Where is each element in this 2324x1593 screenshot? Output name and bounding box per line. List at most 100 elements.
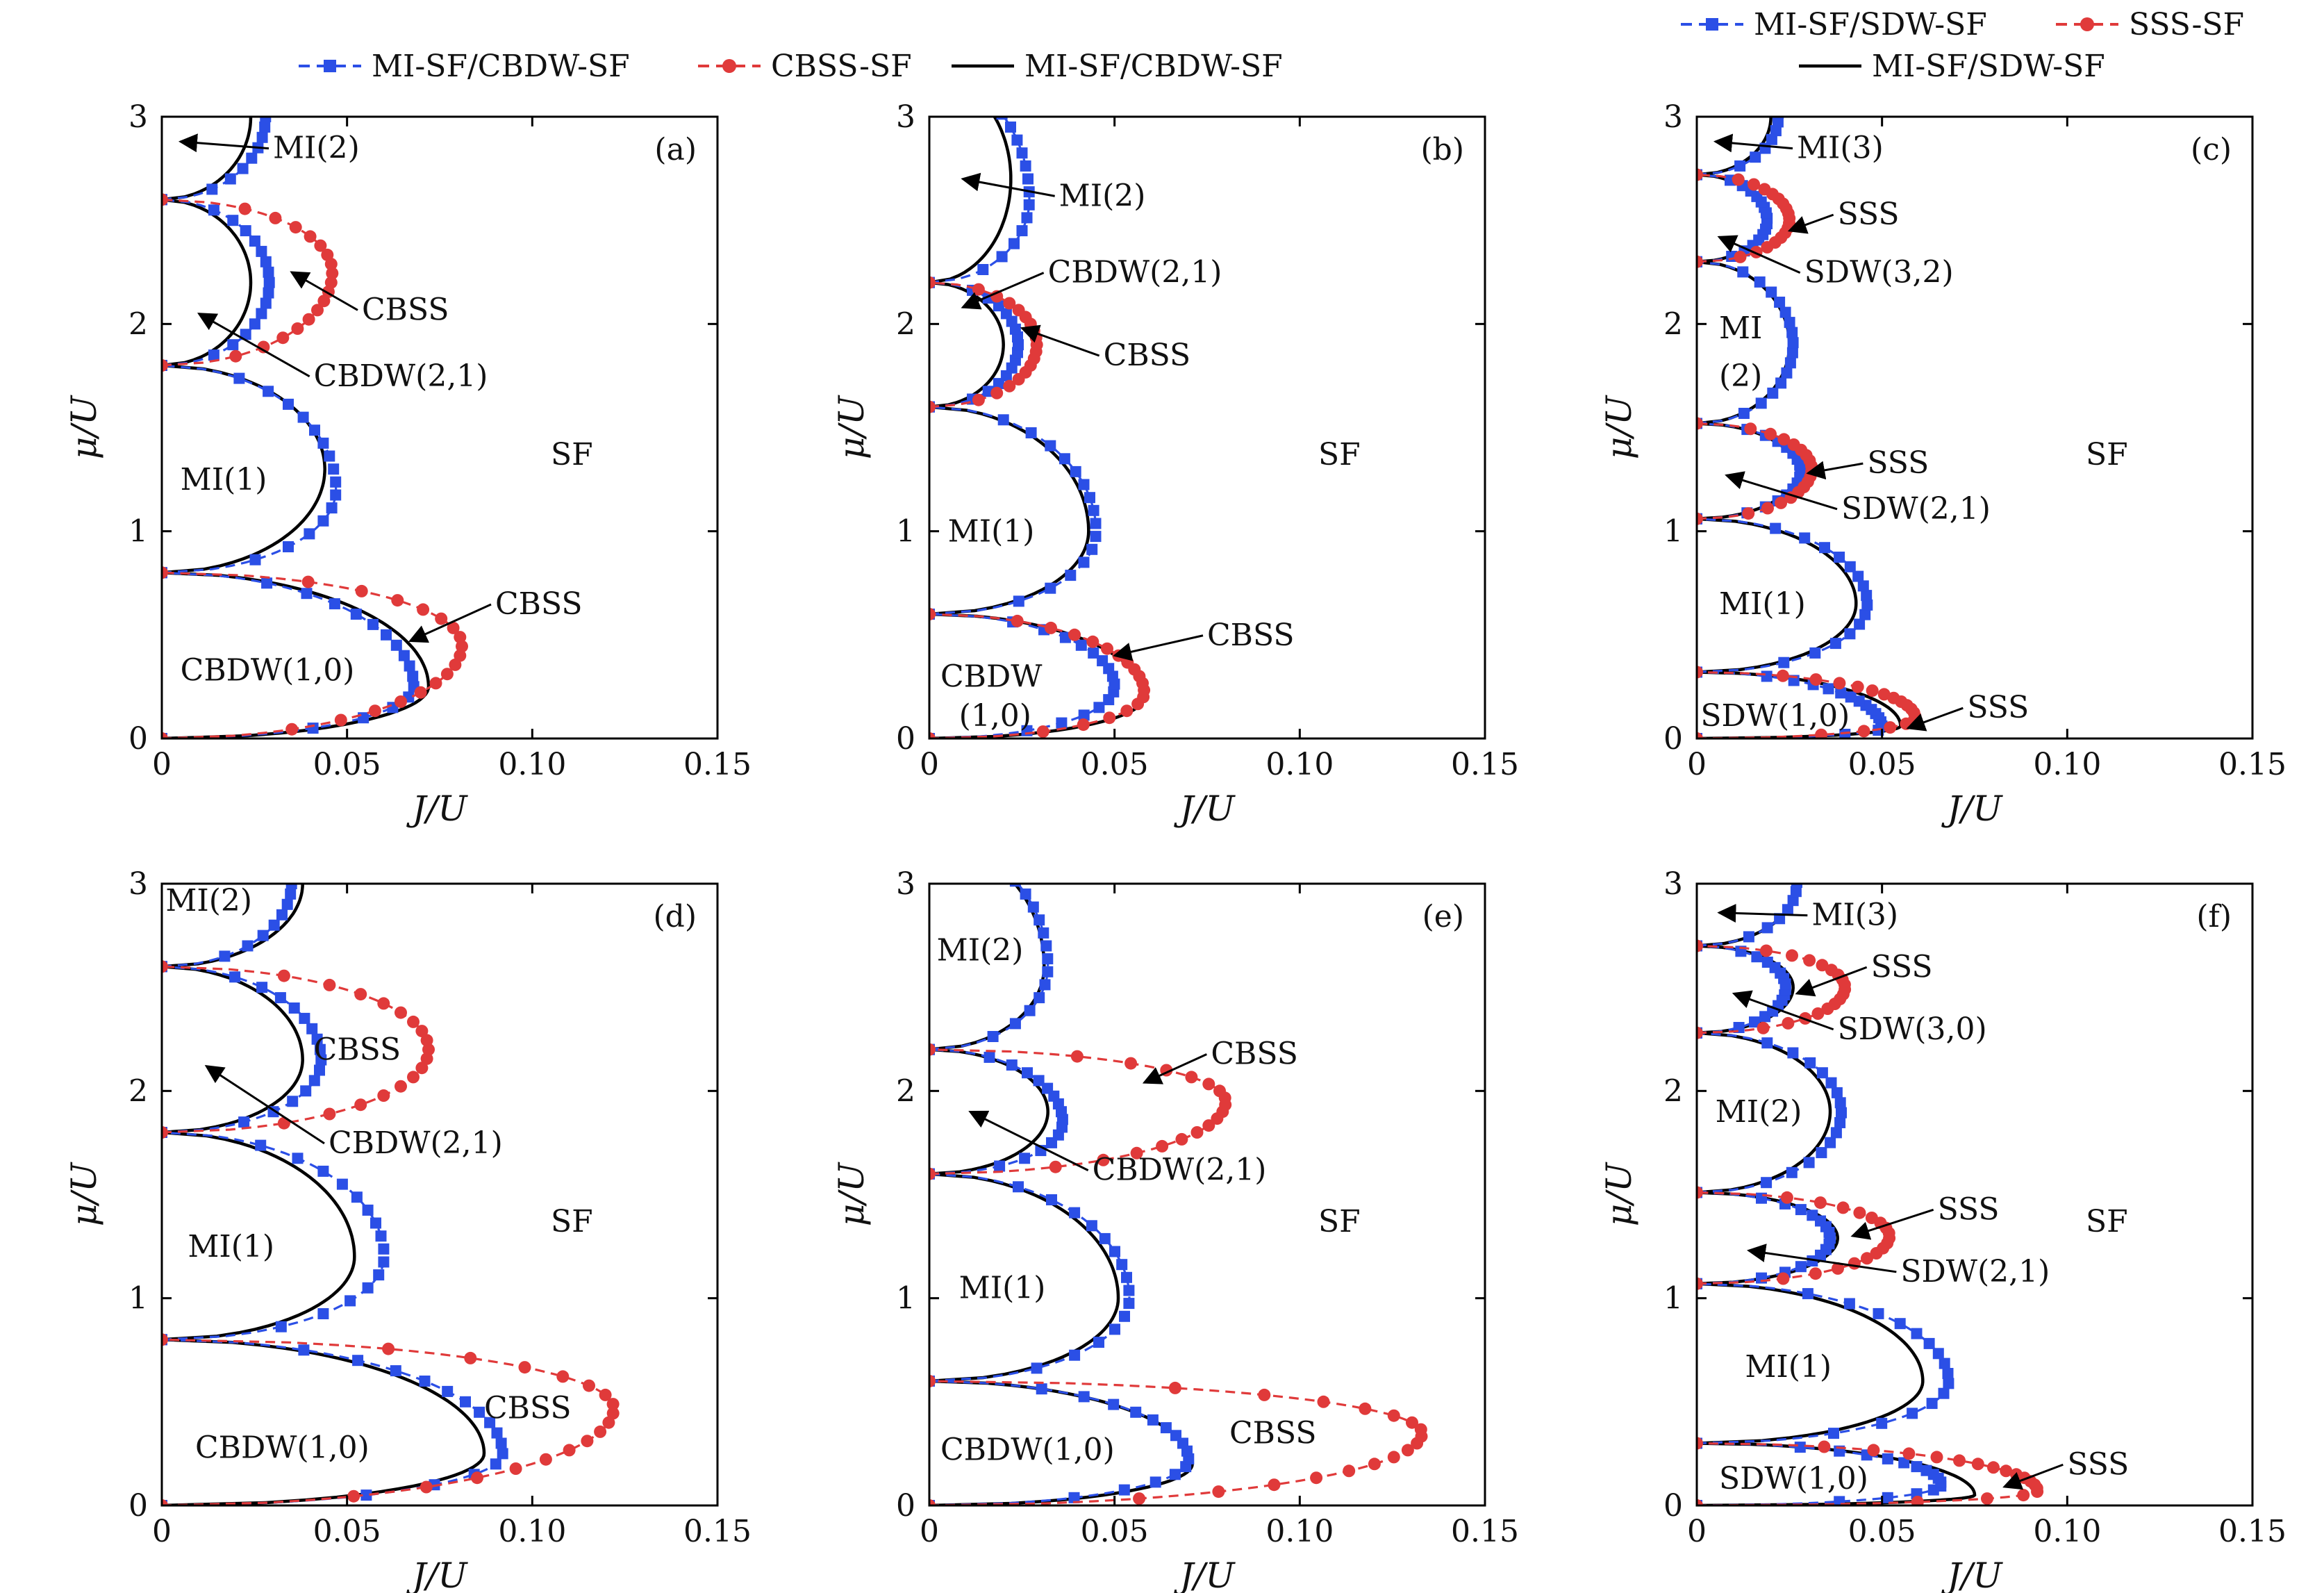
region-label: SF [1318, 1204, 1361, 1239]
data-point-square [1894, 1318, 1906, 1330]
data-point-square [1775, 377, 1787, 389]
data-point-circle [1103, 711, 1116, 725]
data-point-square [260, 256, 272, 267]
data-point-square [1803, 1157, 1815, 1169]
data-point-square [1761, 922, 1773, 934]
data-point-square [1939, 1357, 1950, 1369]
data-point-circle [1887, 691, 1900, 704]
data-point-square [317, 1165, 329, 1177]
data-point-square [1791, 884, 1802, 889]
data-point-circle [415, 1062, 429, 1075]
data-point-square [1770, 90, 1781, 101]
data-point-square [208, 204, 219, 216]
legend-left-label-1: MI-SF/CBDW-SF [372, 49, 630, 84]
data-point-square [1774, 297, 1786, 308]
data-point-circle [323, 1107, 336, 1121]
y-tick-label: 0 [128, 721, 148, 757]
data-point-square [407, 670, 419, 682]
data-point-circle [1853, 1206, 1866, 1219]
data-point-square [240, 225, 251, 237]
series-line-blue [1697, 518, 1868, 674]
y-tick-label: 0 [1663, 1488, 1683, 1524]
plot-frame [928, 115, 1486, 740]
data-point-square [1834, 1097, 1846, 1109]
data-point-square [1750, 151, 1761, 163]
data-point-square [249, 236, 260, 247]
y-axis-label: μ/U [831, 1162, 872, 1226]
region-label: MI(2) [1059, 178, 1146, 213]
series-line-black [929, 117, 1013, 284]
data-point-circle [420, 1034, 433, 1047]
y-tick-label: 1 [128, 514, 148, 550]
data-point-square [977, 850, 988, 861]
data-point-square [282, 857, 293, 868]
data-point-square [156, 28, 167, 40]
annotation-arrow [1850, 1208, 1934, 1240]
data-point-square [983, 1051, 995, 1063]
data-point-square [1828, 1428, 1839, 1439]
legend-right-item-red: SSS-SF [2056, 7, 2244, 42]
data-point-circle [929, 1375, 936, 1387]
data-point-circle [276, 331, 290, 345]
region-label: MI(1) [181, 462, 267, 497]
annotation-arrow [290, 271, 358, 311]
data-point-square [1751, 55, 1762, 66]
region-label: SDW(1,0) [1700, 698, 1850, 734]
data-point-circle [1343, 1464, 1356, 1478]
data-point-square [237, 163, 249, 174]
x-tick-label: 0.15 [1451, 747, 1519, 782]
data-point-square [329, 598, 340, 610]
data-point-circle [162, 1333, 168, 1346]
data-point-square [246, 69, 257, 81]
data-point-square [208, 349, 219, 361]
data-point-square [1016, 225, 1028, 237]
annotation-arrow [1906, 707, 1964, 732]
data-point-square [249, 318, 260, 330]
data-point-circle [162, 732, 168, 738]
data-point-circle [354, 988, 367, 1001]
legend-square-marker [1706, 18, 1718, 31]
data-point-square [1816, 1067, 1828, 1079]
region-label: MI(3) [1811, 898, 1898, 933]
data-point-square [1045, 440, 1056, 452]
data-point-circle [1877, 688, 1891, 701]
data-point-circle [1865, 1212, 1878, 1224]
panel-label: (e) [1422, 899, 1464, 934]
series-line-black [1697, 117, 1773, 176]
region-label: CBDW(2,1) [314, 358, 488, 394]
data-point-square [311, 1033, 323, 1045]
data-point-square [1737, 804, 1748, 816]
data-point-square [993, 300, 1004, 312]
data-point-square [1038, 927, 1049, 939]
data-point-circle [277, 969, 290, 982]
data-point-circle [302, 313, 315, 326]
data-point-square [1005, 121, 1016, 133]
data-point-square [276, 909, 288, 921]
legend-circle-marker [722, 59, 736, 73]
data-point-circle [1130, 1146, 1143, 1159]
data-point-square [1065, 570, 1077, 581]
x-tick-label: 0.05 [1848, 747, 1916, 782]
region-label: SSS [1967, 690, 2029, 725]
data-point-square [1088, 647, 1099, 659]
data-point-circle [563, 1444, 576, 1457]
data-point-square [1780, 841, 1791, 852]
data-point-circle [1866, 684, 1879, 698]
data-point-circle [324, 276, 338, 289]
data-point-circle [1930, 1451, 1943, 1464]
data-point-circle [1833, 677, 1846, 690]
data-point-square [1088, 504, 1099, 516]
legend-right-item-black: MI-SF/SDW-SF [1799, 49, 2105, 84]
data-point-circle [1697, 1026, 1703, 1039]
data-point-circle [407, 1071, 420, 1084]
data-point-square [1861, 599, 1873, 611]
data-point-square [1782, 904, 1793, 916]
data-point-square [1758, 63, 1769, 74]
region-label: MI [1719, 311, 1762, 346]
data-point-circle [368, 704, 381, 718]
data-point-square [292, 1153, 304, 1164]
series-line-blue [162, 965, 322, 1134]
series-line-black [929, 1048, 1049, 1175]
data-point-circle [162, 359, 168, 372]
region-label: CBSS [314, 1032, 401, 1068]
